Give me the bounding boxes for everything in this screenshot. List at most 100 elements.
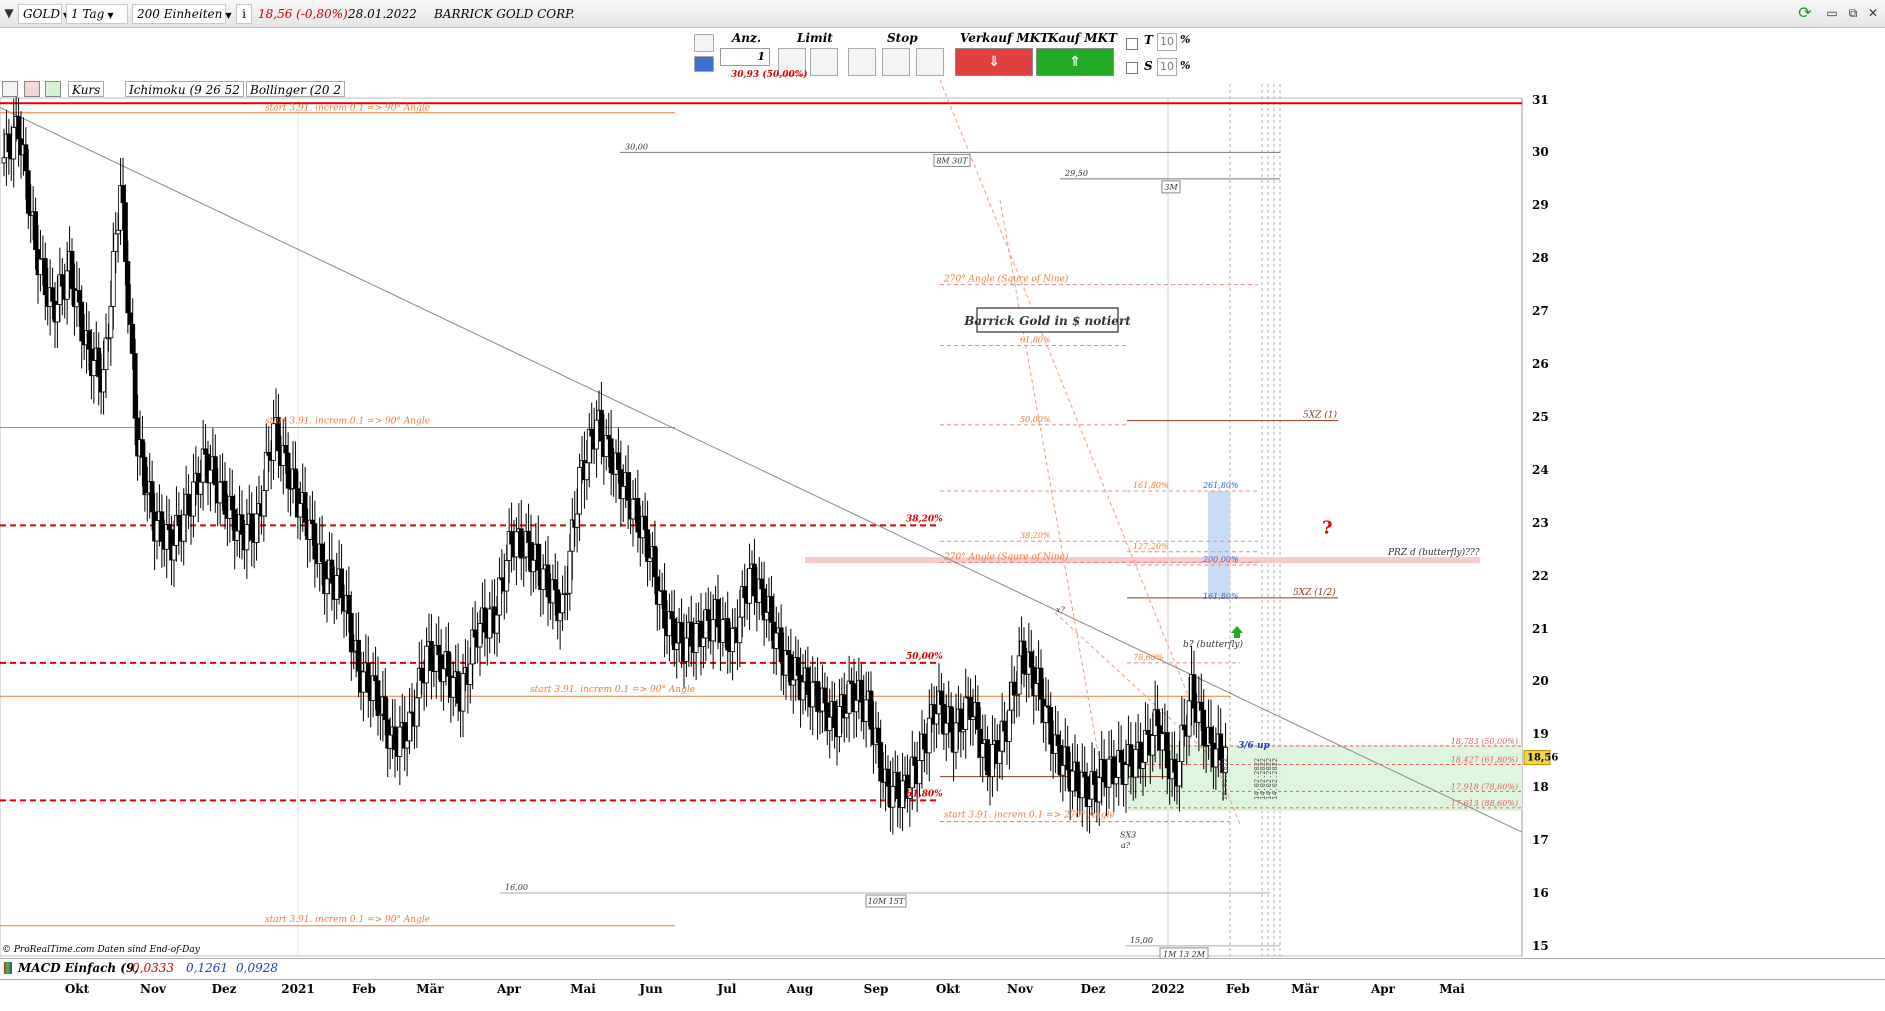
box-3m: 3M xyxy=(1161,180,1181,194)
candle-down xyxy=(276,417,281,452)
minimize-icon[interactable]: ▭ xyxy=(1826,6,1838,20)
candle-up xyxy=(487,608,493,639)
x-tick-label: Feb xyxy=(352,982,376,996)
limit-sell-icon[interactable] xyxy=(778,48,806,76)
close-icon[interactable]: ✕ xyxy=(1867,6,1879,20)
wrench-icon[interactable] xyxy=(694,34,714,52)
limit-buy-icon[interactable] xyxy=(810,48,838,76)
candle-down xyxy=(127,312,133,325)
box-3m-text: 3M xyxy=(1164,183,1178,192)
vertical-cycle-date-3: 14.02.2022 xyxy=(1271,758,1279,800)
candle-up xyxy=(657,590,663,605)
level-16-label: 16,00 xyxy=(505,883,528,892)
candle-down xyxy=(1048,707,1054,745)
candle-down xyxy=(482,607,488,633)
box-10m-box xyxy=(865,894,907,908)
candle-down xyxy=(76,289,82,303)
candle-down xyxy=(705,609,711,621)
candle-up xyxy=(863,699,869,722)
candle-down xyxy=(419,667,425,681)
candle-up xyxy=(424,645,429,684)
trailing-checkbox[interactable] xyxy=(1126,38,1138,50)
candle-up xyxy=(1113,777,1119,785)
price-legend[interactable]: Kurs xyxy=(68,81,105,97)
candle-down xyxy=(742,586,748,599)
candle-up xyxy=(154,520,160,542)
candle-down xyxy=(429,640,434,671)
plot-frame xyxy=(0,97,1523,957)
candle-up xyxy=(934,713,939,725)
sell-market-button[interactable]: ⇓ xyxy=(955,48,1033,76)
bollinger-legend[interactable]: Bollinger (20 2 xyxy=(246,81,346,97)
zoom-out-icon[interactable] xyxy=(24,81,40,97)
candle-up xyxy=(115,229,121,235)
candle-up xyxy=(990,743,995,777)
candle-up xyxy=(747,568,752,604)
pct-2618-label: 261,80% xyxy=(1202,481,1239,490)
candle-down xyxy=(365,662,371,693)
units-selector[interactable]: 200 Einheiten ▼ xyxy=(132,4,232,24)
candle-down xyxy=(1038,667,1044,700)
timeframe-selector[interactable]: 1 Tag ▼ xyxy=(66,4,128,24)
pct-618-label: 61,80% xyxy=(1020,335,1051,344)
candle-down xyxy=(149,481,155,513)
candle-up xyxy=(1016,655,1022,695)
info-icon[interactable]: i xyxy=(236,4,252,24)
note-title-text: Barrick Gold in $ notiert xyxy=(963,314,1131,328)
candle-down xyxy=(715,599,721,628)
candle-down xyxy=(552,579,558,591)
sq9-label-1: 270° Angle (Squre of Nine) xyxy=(943,274,1069,285)
maximize-icon[interactable]: ⧉ xyxy=(1848,6,1858,20)
candle-up xyxy=(737,616,743,644)
pct-1272-label: 127,20% xyxy=(1133,542,1169,551)
candle-up xyxy=(217,481,223,504)
candle-down xyxy=(769,596,774,623)
ichimoku-legend[interactable]: Ichimoku (9 26 52 xyxy=(125,81,244,97)
chart-options-icon[interactable] xyxy=(2,81,18,97)
box-8m: 8M 30T xyxy=(933,153,971,167)
stop-checkbox[interactable] xyxy=(1126,62,1138,74)
candle-up xyxy=(263,451,269,492)
qty-input[interactable]: 1 xyxy=(720,48,770,66)
gann-label-4: start 3.91. increm 0.1 => 90° Angle xyxy=(265,915,430,925)
t-value-input[interactable]: 10 xyxy=(1157,33,1177,51)
x-tick-label: Dez xyxy=(1080,982,1106,996)
candle-down xyxy=(1065,746,1071,771)
pct-50-label: 50,00% xyxy=(1020,415,1051,424)
candle-down xyxy=(912,756,918,766)
candle-down xyxy=(283,445,289,454)
stop-both-icon[interactable] xyxy=(916,48,944,76)
s-value-input[interactable]: 10 xyxy=(1157,58,1177,76)
candle-down xyxy=(6,133,12,153)
fib-618-label: 61,80% xyxy=(906,789,943,799)
candle-up xyxy=(1033,682,1039,697)
zoom-in-icon[interactable] xyxy=(45,81,61,97)
sq9-diagonal-2 xyxy=(999,199,1106,793)
candle-up xyxy=(1143,730,1148,763)
calculator-icon[interactable] xyxy=(694,56,714,72)
macd-label[interactable]: MACD Einfach (9, xyxy=(18,961,139,975)
buy-mkt-label: Kauf MKT xyxy=(1048,31,1117,45)
prz-label: PRZ d (butterfly)??? xyxy=(1387,547,1480,558)
stop-buy-icon[interactable] xyxy=(848,48,876,76)
candle-up xyxy=(630,498,636,520)
candle-down xyxy=(329,559,335,584)
stop-sell-icon[interactable] xyxy=(882,48,910,76)
price-legend-label: Kurs xyxy=(72,83,101,97)
candle-up xyxy=(450,677,456,698)
candle-up xyxy=(620,486,626,500)
candle-up xyxy=(844,712,850,719)
x-tick-label: Okt xyxy=(935,982,961,996)
candle-up xyxy=(1106,758,1112,788)
candle-up xyxy=(404,740,410,749)
candle-up xyxy=(701,637,706,648)
buy-market-button[interactable]: ⇑ xyxy=(1036,48,1114,76)
candle-up xyxy=(171,545,177,561)
fib-382-label: 38,20% xyxy=(906,514,943,524)
y-tick-label: 16 xyxy=(1532,886,1549,900)
candle-up xyxy=(890,786,896,808)
refresh-icon[interactable]: ⟳ xyxy=(1798,3,1812,22)
candle-down xyxy=(159,511,165,542)
candle-down xyxy=(1164,731,1170,769)
